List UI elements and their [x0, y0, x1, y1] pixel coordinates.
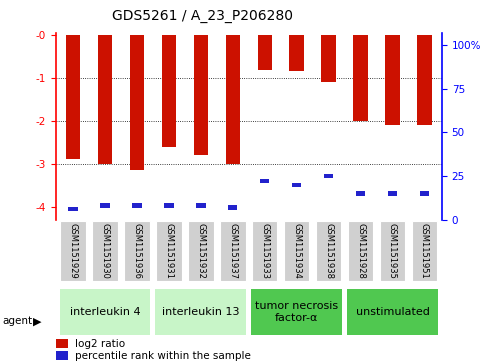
Bar	[196, 204, 205, 208]
Bar	[420, 191, 429, 196]
FancyBboxPatch shape	[284, 221, 310, 281]
Bar	[132, 204, 142, 208]
FancyBboxPatch shape	[380, 221, 405, 281]
Bar	[388, 191, 397, 196]
Text: ▶: ▶	[33, 316, 42, 326]
FancyBboxPatch shape	[347, 289, 438, 335]
FancyBboxPatch shape	[252, 221, 278, 281]
Bar	[228, 205, 238, 209]
FancyBboxPatch shape	[316, 221, 341, 281]
Text: unstimulated: unstimulated	[355, 307, 429, 317]
FancyBboxPatch shape	[412, 221, 437, 281]
Text: GSM1151937: GSM1151937	[228, 223, 237, 279]
Text: GSM1151930: GSM1151930	[100, 223, 110, 279]
Bar	[66, 35, 80, 159]
Text: interleukin 4: interleukin 4	[70, 307, 141, 317]
FancyBboxPatch shape	[220, 221, 245, 281]
Text: GSM1151951: GSM1151951	[420, 223, 429, 279]
Bar	[289, 35, 304, 72]
FancyBboxPatch shape	[156, 289, 246, 335]
Text: GSM1151934: GSM1151934	[292, 223, 301, 279]
Bar	[69, 207, 78, 211]
Bar	[194, 35, 208, 155]
Bar	[324, 174, 333, 178]
Text: GSM1151935: GSM1151935	[388, 223, 397, 279]
Text: GSM1151929: GSM1151929	[69, 223, 78, 279]
Bar	[356, 191, 365, 196]
Text: GSM1151928: GSM1151928	[356, 223, 365, 279]
Bar	[226, 35, 240, 164]
Bar	[162, 35, 176, 147]
Bar	[354, 35, 368, 121]
Bar	[56, 339, 68, 348]
Text: GDS5261 / A_23_P206280: GDS5261 / A_23_P206280	[113, 9, 293, 23]
FancyBboxPatch shape	[60, 221, 86, 281]
Bar	[100, 204, 110, 208]
Text: log2 ratio: log2 ratio	[75, 339, 125, 349]
Text: GSM1151936: GSM1151936	[132, 223, 142, 279]
Bar	[98, 35, 112, 164]
Bar	[257, 35, 272, 70]
Bar	[164, 204, 173, 208]
Text: interleukin 13: interleukin 13	[162, 307, 240, 317]
Text: GSM1151932: GSM1151932	[197, 223, 205, 279]
FancyBboxPatch shape	[188, 221, 213, 281]
Text: GSM1151933: GSM1151933	[260, 223, 269, 279]
FancyBboxPatch shape	[60, 289, 150, 335]
FancyBboxPatch shape	[348, 221, 373, 281]
Bar	[321, 35, 336, 82]
Bar	[130, 35, 144, 170]
FancyBboxPatch shape	[251, 289, 342, 335]
Bar	[260, 179, 270, 183]
Text: GSM1151931: GSM1151931	[164, 223, 173, 279]
Bar	[56, 351, 68, 360]
Bar	[292, 183, 301, 187]
FancyBboxPatch shape	[156, 221, 182, 281]
Bar	[417, 35, 432, 125]
Text: agent: agent	[2, 316, 32, 326]
Bar	[385, 35, 399, 125]
FancyBboxPatch shape	[124, 221, 150, 281]
Text: GSM1151938: GSM1151938	[324, 223, 333, 279]
Text: tumor necrosis
factor-α: tumor necrosis factor-α	[255, 301, 338, 323]
Text: percentile rank within the sample: percentile rank within the sample	[75, 351, 251, 360]
FancyBboxPatch shape	[92, 221, 118, 281]
